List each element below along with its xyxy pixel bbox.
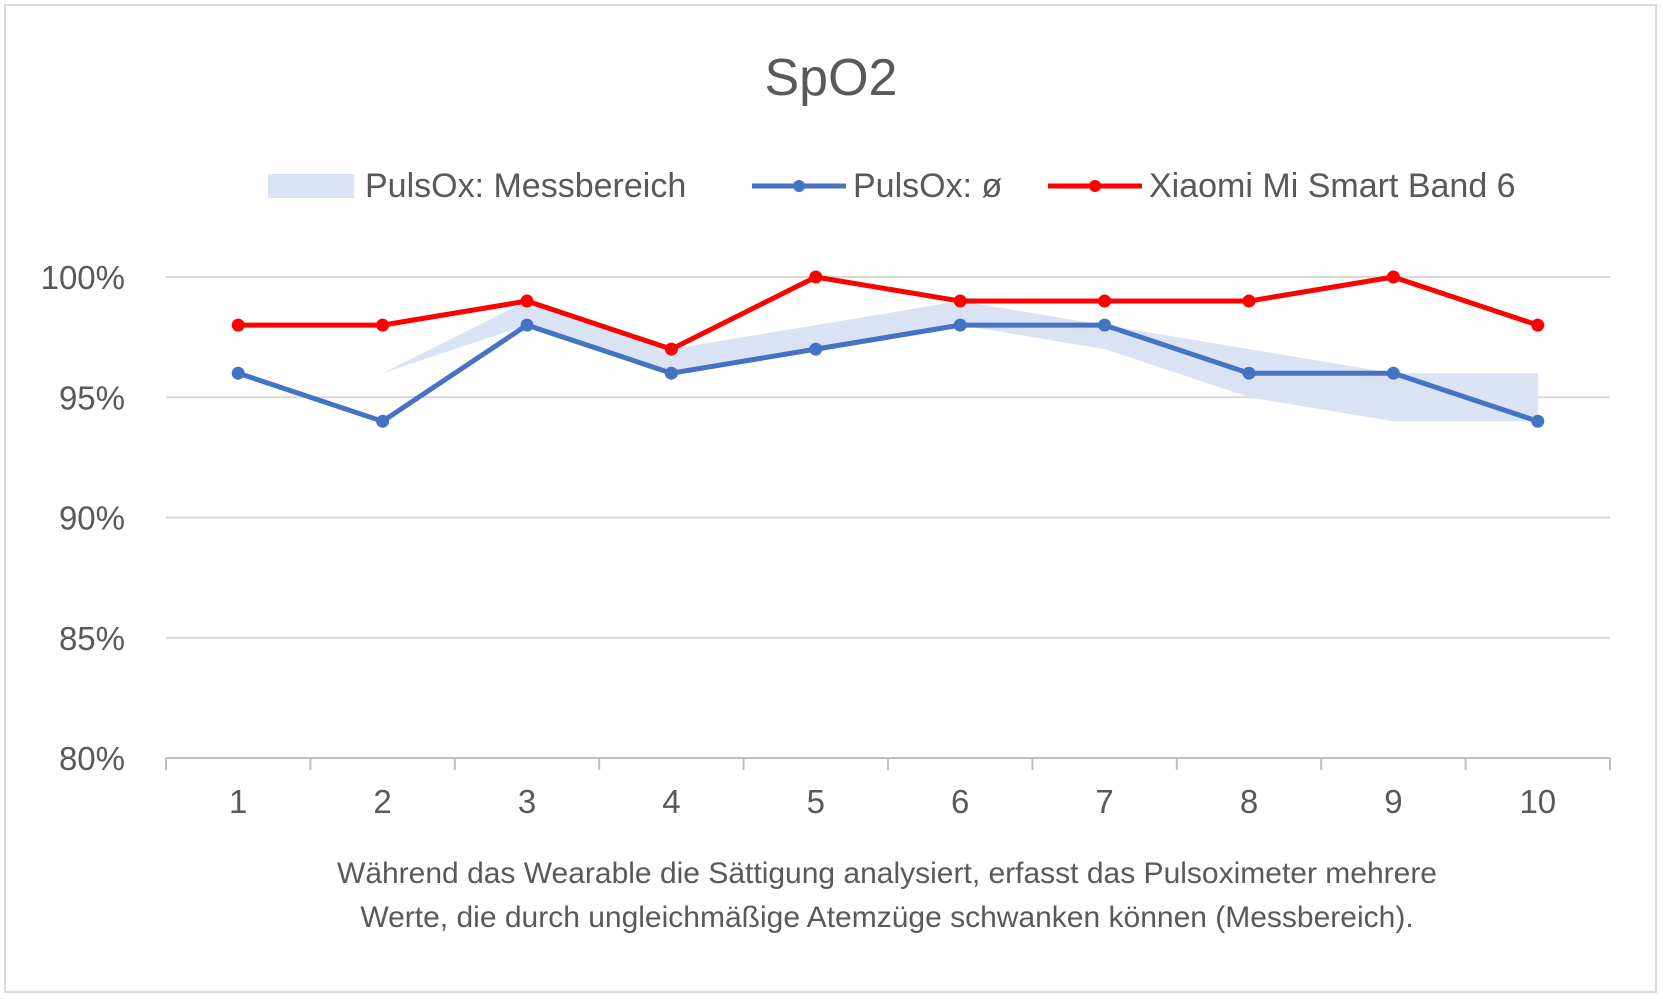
y-tick-label: 90% xyxy=(59,500,125,537)
data-point xyxy=(809,270,823,284)
chart-frame xyxy=(4,4,1657,993)
data-point xyxy=(231,318,245,332)
x-tick-label: 8 xyxy=(1240,783,1258,820)
legend-label-range: PulsOx: Messbereich xyxy=(365,167,686,205)
data-point xyxy=(231,366,245,380)
y-tick-label: 85% xyxy=(59,620,125,657)
x-tick-label: 6 xyxy=(951,783,969,820)
x-tick-label: 9 xyxy=(1384,783,1402,820)
data-point xyxy=(376,318,390,332)
x-tick-label: 2 xyxy=(373,783,391,820)
data-point xyxy=(520,294,534,308)
data-point xyxy=(1098,294,1112,308)
legend: PulsOx: Messbereich PulsOx: ø Xiaomi Mi … xyxy=(268,167,1516,205)
x-tick-label: 7 xyxy=(1095,783,1113,820)
data-point xyxy=(809,342,823,356)
y-tick-label: 95% xyxy=(59,379,125,416)
data-point xyxy=(376,414,390,428)
x-tick-label: 5 xyxy=(807,783,825,820)
y-tick-label: 80% xyxy=(59,740,125,777)
data-point xyxy=(664,366,678,380)
series-pulsox-avg xyxy=(231,318,1545,428)
range-area xyxy=(238,301,1538,422)
x-tick-label: 1 xyxy=(229,783,247,820)
data-point xyxy=(1386,366,1400,380)
data-point xyxy=(1531,318,1545,332)
x-tick-label: 3 xyxy=(518,783,536,820)
series-line xyxy=(235,274,1541,352)
data-point xyxy=(1386,270,1400,284)
x-axis-label-line-1: Während das Wearable die Sättigung analy… xyxy=(337,857,1437,890)
x-tick-label: 10 xyxy=(1519,783,1556,820)
series-lines xyxy=(231,270,1545,428)
legend-marker-xiaomi xyxy=(1089,180,1101,192)
data-point xyxy=(1098,318,1112,332)
data-point xyxy=(520,318,534,332)
data-point xyxy=(1242,294,1256,308)
legend-marker-pulsox-avg xyxy=(793,180,805,192)
x-tick-label: 4 xyxy=(662,783,680,820)
data-point xyxy=(1531,414,1545,428)
x-axis: 1 2 3 4 5 6 7 8 9 10 xyxy=(165,757,1611,820)
legend-label-pulsox-avg: PulsOx: ø xyxy=(853,167,1002,205)
range-area-shape xyxy=(238,301,1538,422)
data-point xyxy=(1242,366,1256,380)
data-point xyxy=(953,318,967,332)
series-line xyxy=(235,322,1541,424)
chart-title: SpO2 xyxy=(765,49,898,107)
x-axis-label-line-2: Werte, die durch ungleichmäßige Atemzüge… xyxy=(360,901,1413,934)
y-axis-ticks: 80% 85% 90% 95% 100% xyxy=(41,259,125,777)
data-point xyxy=(953,294,967,308)
legend-swatch-range xyxy=(268,174,354,198)
series-xiaomi xyxy=(231,270,1545,356)
y-tick-label: 100% xyxy=(41,259,125,296)
data-point xyxy=(664,342,678,356)
legend-label-xiaomi: Xiaomi Mi Smart Band 6 xyxy=(1149,167,1516,205)
